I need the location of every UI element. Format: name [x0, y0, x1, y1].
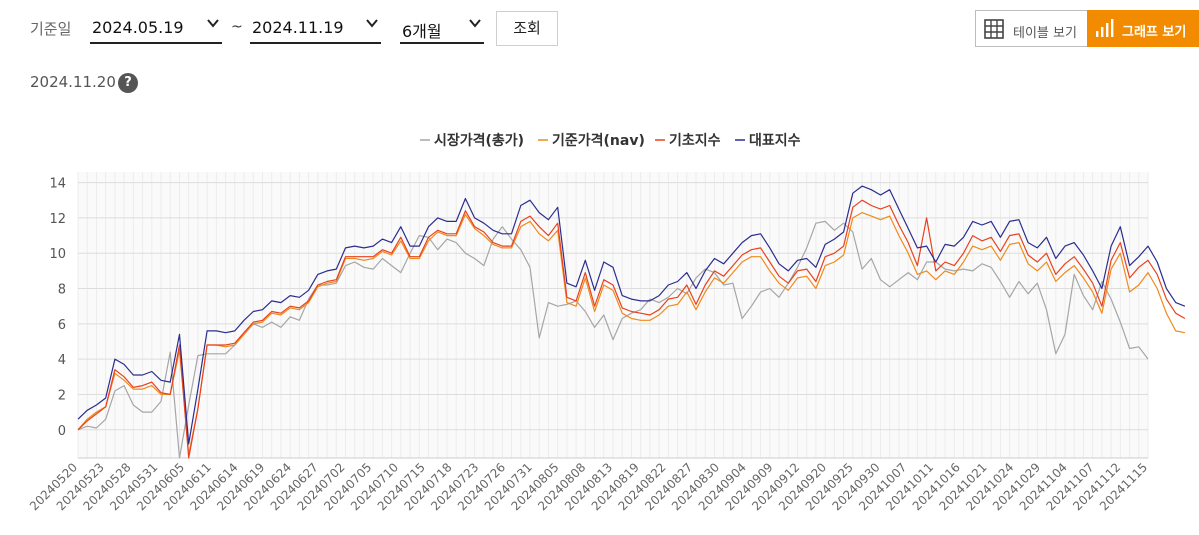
start-date-select[interactable]: 2024.05.19 — [90, 12, 222, 44]
legend-item: 대표지수 — [749, 133, 801, 149]
end-date-value: 2024.11.19 — [252, 18, 344, 37]
graph-view-button[interactable]: 그래프 보기 — [1087, 10, 1199, 47]
filter-label: 기준일 — [30, 20, 72, 38]
start-date-value: 2024.05.19 — [92, 18, 184, 37]
chevron-down-icon — [366, 19, 378, 28]
table-view-label: 테이블 보기 — [1013, 26, 1077, 41]
period-select[interactable]: 6개월 — [400, 12, 484, 44]
y-tick-label: 10 — [49, 247, 66, 262]
series-line-2 — [77, 199, 1186, 459]
legend-item: 기준가격(nav) — [552, 132, 645, 149]
query-button[interactable]: 조회 — [496, 11, 558, 46]
y-tick-label: 8 — [58, 283, 66, 298]
period-value: 6개월 — [402, 22, 442, 41]
y-tick-label: 6 — [58, 318, 66, 333]
y-tick-label: 0 — [58, 424, 66, 439]
series-line-1 — [77, 212, 1186, 456]
grid-icon — [984, 19, 1004, 39]
end-date-select[interactable]: 2024.11.19 — [250, 12, 381, 44]
y-tick-label: 2 — [58, 388, 66, 403]
chevron-down-icon — [469, 19, 481, 28]
as-of-date: 2024.11.20 — [30, 73, 116, 91]
help-icon[interactable]: ? — [118, 73, 138, 93]
date-range-separator: ~ — [231, 19, 243, 35]
graph-view-label: 그래프 보기 — [1122, 25, 1187, 40]
y-tick-label: 12 — [49, 212, 66, 227]
series-line-0 — [77, 220, 1149, 459]
line-chart: 0246810121420240520202405232024052820240… — [27, 132, 1186, 513]
chevron-down-icon — [207, 19, 219, 28]
bar-chart-icon — [1096, 19, 1114, 37]
y-tick-label: 14 — [49, 177, 66, 192]
legend-item: 시장가격(총가) — [434, 132, 524, 149]
series-line-3 — [77, 185, 1186, 445]
legend-item: 기초지수 — [669, 133, 721, 149]
table-view-button[interactable]: 테이블 보기 — [975, 10, 1087, 47]
y-tick-label: 4 — [58, 353, 66, 368]
view-toggle: 테이블 보기 그래프 보기 — [975, 10, 1199, 47]
